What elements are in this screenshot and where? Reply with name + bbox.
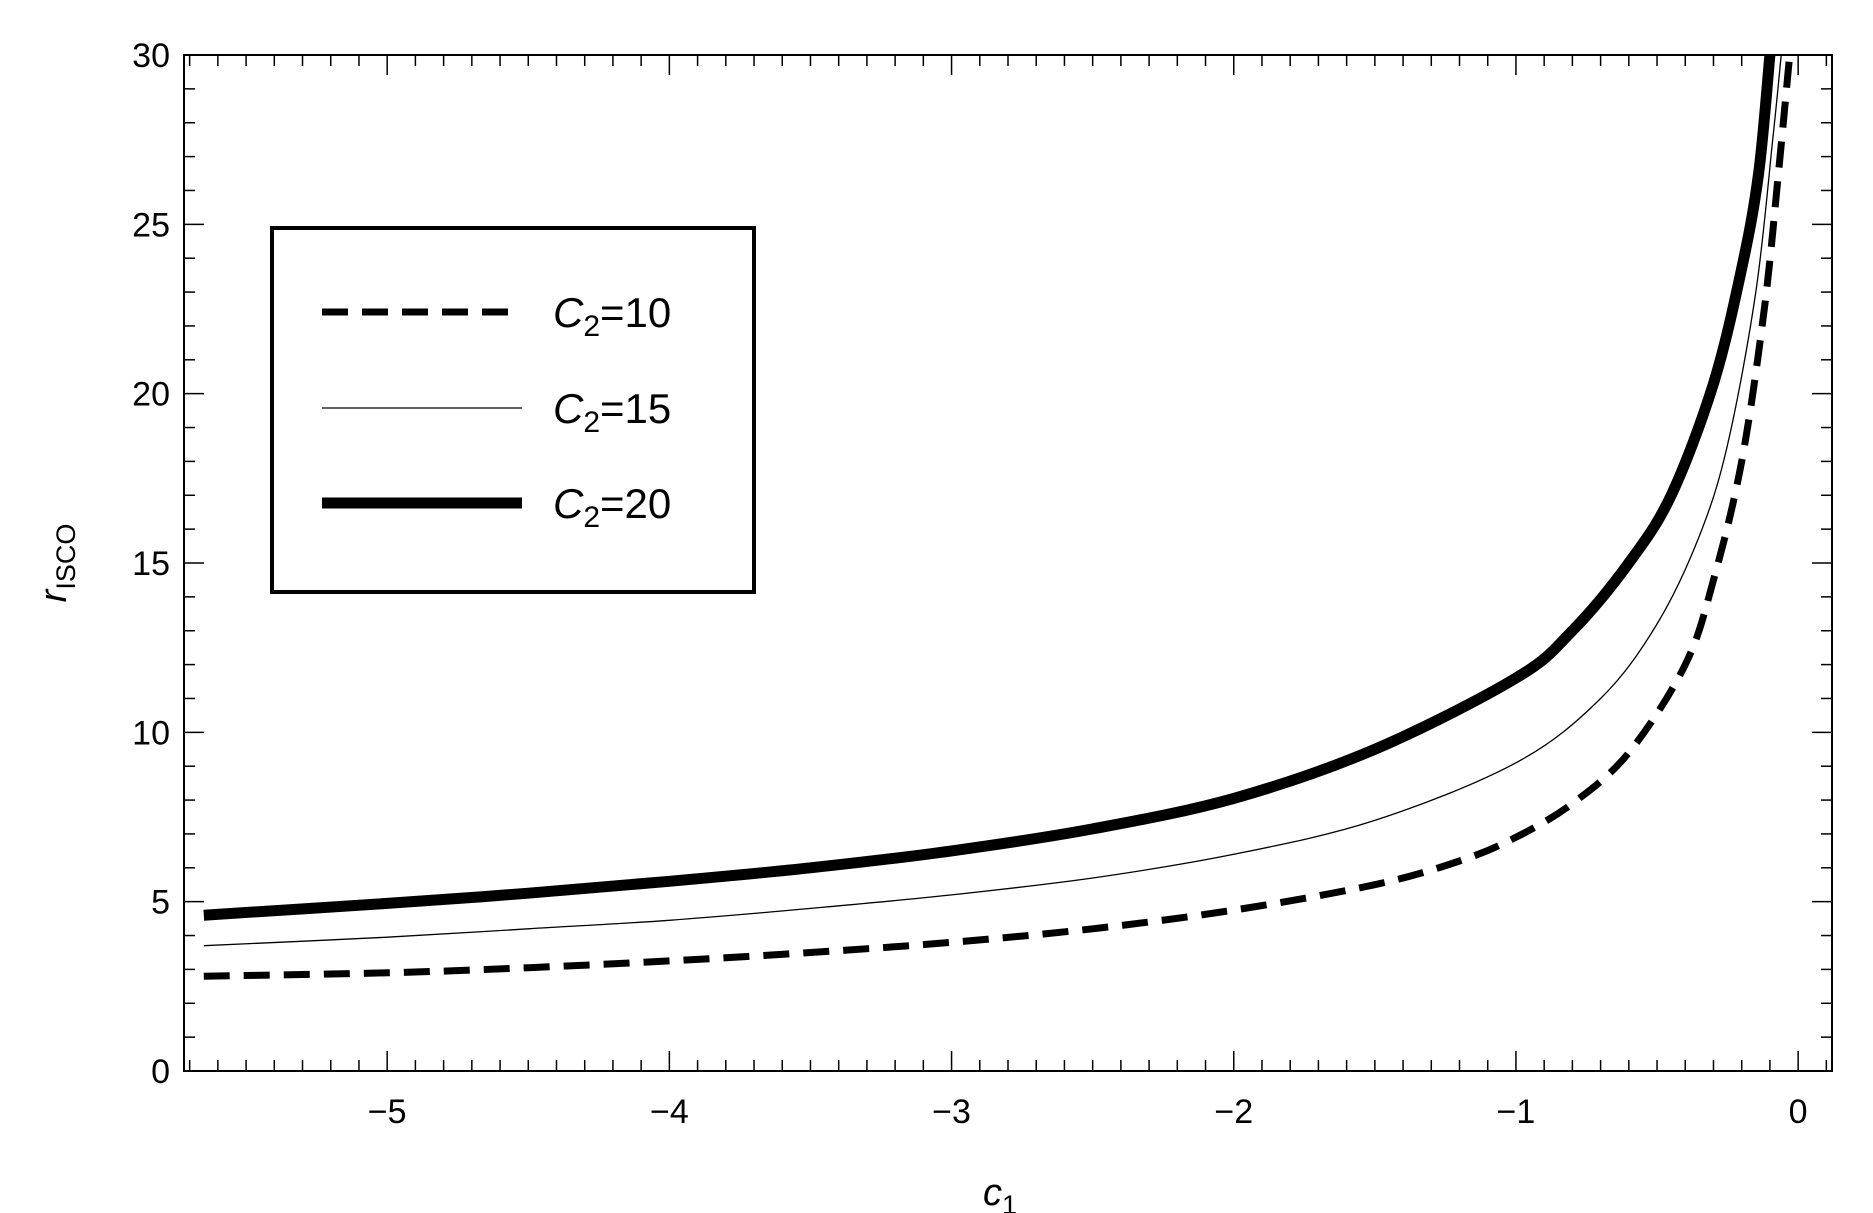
y-tick-label: 25: [132, 206, 170, 244]
legend-item-c2-20: C2=20: [322, 480, 671, 534]
y-tick-label: 15: [132, 545, 170, 583]
legend-label: C2=15: [553, 385, 671, 439]
series-line-dashed: [203, 54, 1794, 980]
legend-label-rest: =15: [600, 385, 671, 432]
legend-label-sub: 2: [583, 501, 600, 534]
series-line-thin: [203, 54, 1782, 947]
x-tick-label: 0: [1789, 1093, 1808, 1131]
y-tick-label: 5: [151, 884, 170, 922]
series-layer: [203, 54, 1794, 980]
y-tick-label: 10: [132, 714, 170, 752]
legend: C2=10 C2=15 C2=20: [270, 226, 756, 594]
legend-label-rest: =20: [600, 480, 671, 527]
legend-label: C2=10: [553, 289, 671, 343]
x-axis-label-main: c: [983, 1172, 1002, 1213]
legend-label-sub: 2: [583, 406, 600, 439]
y-axis-label-sub: ISCO: [51, 524, 81, 590]
x-tick-label: −2: [1214, 1093, 1253, 1131]
x-tick-label: −3: [932, 1093, 971, 1131]
series-line-thick: [203, 54, 1776, 921]
y-tick-label: 20: [132, 376, 170, 414]
legend-label-rest: =10: [600, 289, 671, 336]
legend-item-c2-10: C2=10: [322, 289, 671, 343]
y-axis-label-main: r: [33, 588, 75, 602]
legend-label-var: C: [553, 289, 584, 336]
legend-label: C2=20: [553, 480, 671, 534]
axis-tick-labels: −5 −4 −3 −2 −1 0 0 5 10 15 20 25 30: [132, 37, 1807, 1131]
legend-label-var: C: [553, 480, 584, 527]
y-axis-label: rISCO: [33, 524, 81, 603]
legend-label-sub: 2: [583, 310, 600, 343]
x-axis-label-sub: 1: [1002, 1190, 1017, 1213]
axis-ticks: [184, 54, 1832, 1072]
x-axis-label: c1: [983, 1172, 1017, 1213]
legend-box: [270, 226, 756, 594]
legend-label-var: C: [553, 385, 584, 432]
legend-item-c2-15: C2=15: [322, 385, 671, 439]
y-tick-label: 30: [132, 37, 170, 75]
x-tick-label: −1: [1497, 1093, 1536, 1131]
y-tick-label: 0: [151, 1053, 170, 1091]
x-tick-label: −5: [368, 1093, 407, 1131]
x-tick-label: −4: [650, 1093, 689, 1131]
